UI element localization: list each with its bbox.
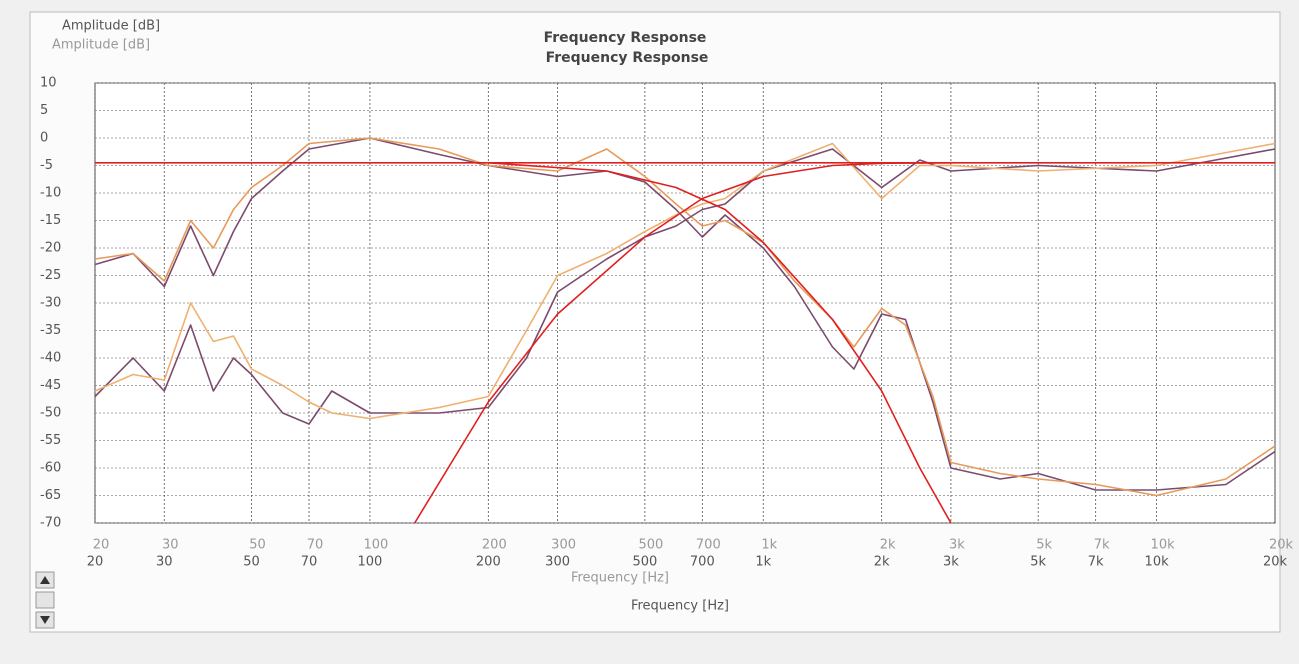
y-tick-label: -5 [40, 158, 53, 173]
x-tick-label: 7k [1088, 555, 1104, 570]
chart-title-overlay: Frequency Response [546, 50, 709, 66]
x-tick-label: 70 [307, 538, 324, 553]
x-axis-label-overlay: Frequency [Hz] [571, 571, 669, 586]
x-tick-label: 1k [755, 555, 771, 570]
y-tick-label: 0 [40, 131, 48, 146]
scroll-up-icon [40, 576, 50, 584]
x-tick-label: 20k [1269, 538, 1294, 553]
y-tick-label: -20 [40, 241, 61, 256]
x-tick-label: 3k [943, 555, 959, 570]
x-tick-label: 100 [358, 555, 383, 570]
series-line [94, 148, 1276, 425]
y-tick-label: -40 [40, 351, 61, 366]
y-axis-label-overlay: Amplitude [dB] [52, 38, 150, 53]
x-tick-label: 30 [162, 538, 179, 553]
x-tick-label: 700 [696, 538, 721, 553]
x-tick-label: 10k [1151, 538, 1176, 553]
y-tick-label: -55 [40, 433, 61, 448]
series-line [94, 142, 1276, 420]
x-tick-label: 300 [551, 538, 576, 553]
zoom-button[interactable] [35, 591, 55, 609]
x-tick-label: 50 [249, 538, 266, 553]
x-tick-label: 100 [364, 538, 389, 553]
x-tick-label: 5k [1036, 538, 1052, 553]
y-tick-label: -70 [40, 516, 61, 531]
y-tick-label: -15 [40, 213, 61, 228]
x-tick-label: 2k [874, 555, 890, 570]
x-axis-label: Frequency [Hz] [631, 599, 729, 614]
x-tick-label: 20 [93, 538, 110, 553]
y-tick-label: -25 [40, 268, 61, 283]
y-tick-label: -10 [40, 186, 61, 201]
series-line [414, 162, 951, 524]
plot: 1050-5-10-15-20-25-30-35-40-45-50-55-60-… [40, 76, 1294, 570]
x-tick-label: 1k [761, 538, 777, 553]
y-tick-label: 10 [40, 76, 57, 91]
y-axis-label: Amplitude [dB] [62, 19, 160, 34]
x-tick-label: 200 [482, 538, 507, 553]
y-tick-label: 5 [40, 103, 48, 118]
x-tick-label: 70 [301, 555, 318, 570]
y-tick-label: -45 [40, 378, 61, 393]
chart-title: Frequency Response [544, 30, 707, 46]
x-tick-label: 500 [632, 555, 657, 570]
scroll-down-icon [40, 616, 50, 624]
x-tick-label: 30 [156, 555, 173, 570]
x-tick-label: 2k [880, 538, 896, 553]
x-tick-label: 200 [476, 555, 501, 570]
y-tick-label: -60 [40, 461, 61, 476]
y-tick-label: -65 [40, 488, 61, 503]
x-tick-label: 3k [949, 538, 965, 553]
series-line [94, 137, 1276, 491]
x-tick-label: 7k [1094, 538, 1110, 553]
x-tick-label: 50 [243, 555, 260, 570]
x-tick-label: 20k [1263, 555, 1288, 570]
x-tick-label: 700 [690, 555, 715, 570]
series-line [488, 162, 952, 524]
x-tick-label: 10k [1145, 555, 1170, 570]
series-line [94, 137, 1276, 497]
x-tick-label: 500 [638, 538, 663, 553]
x-tick-label: 5k [1030, 555, 1046, 570]
y-tick-label: -50 [40, 406, 61, 421]
y-tick-label: -35 [40, 323, 61, 338]
y-tick-label: -30 [40, 296, 61, 311]
x-tick-label: 20 [87, 555, 104, 570]
x-tick-label: 300 [545, 555, 570, 570]
